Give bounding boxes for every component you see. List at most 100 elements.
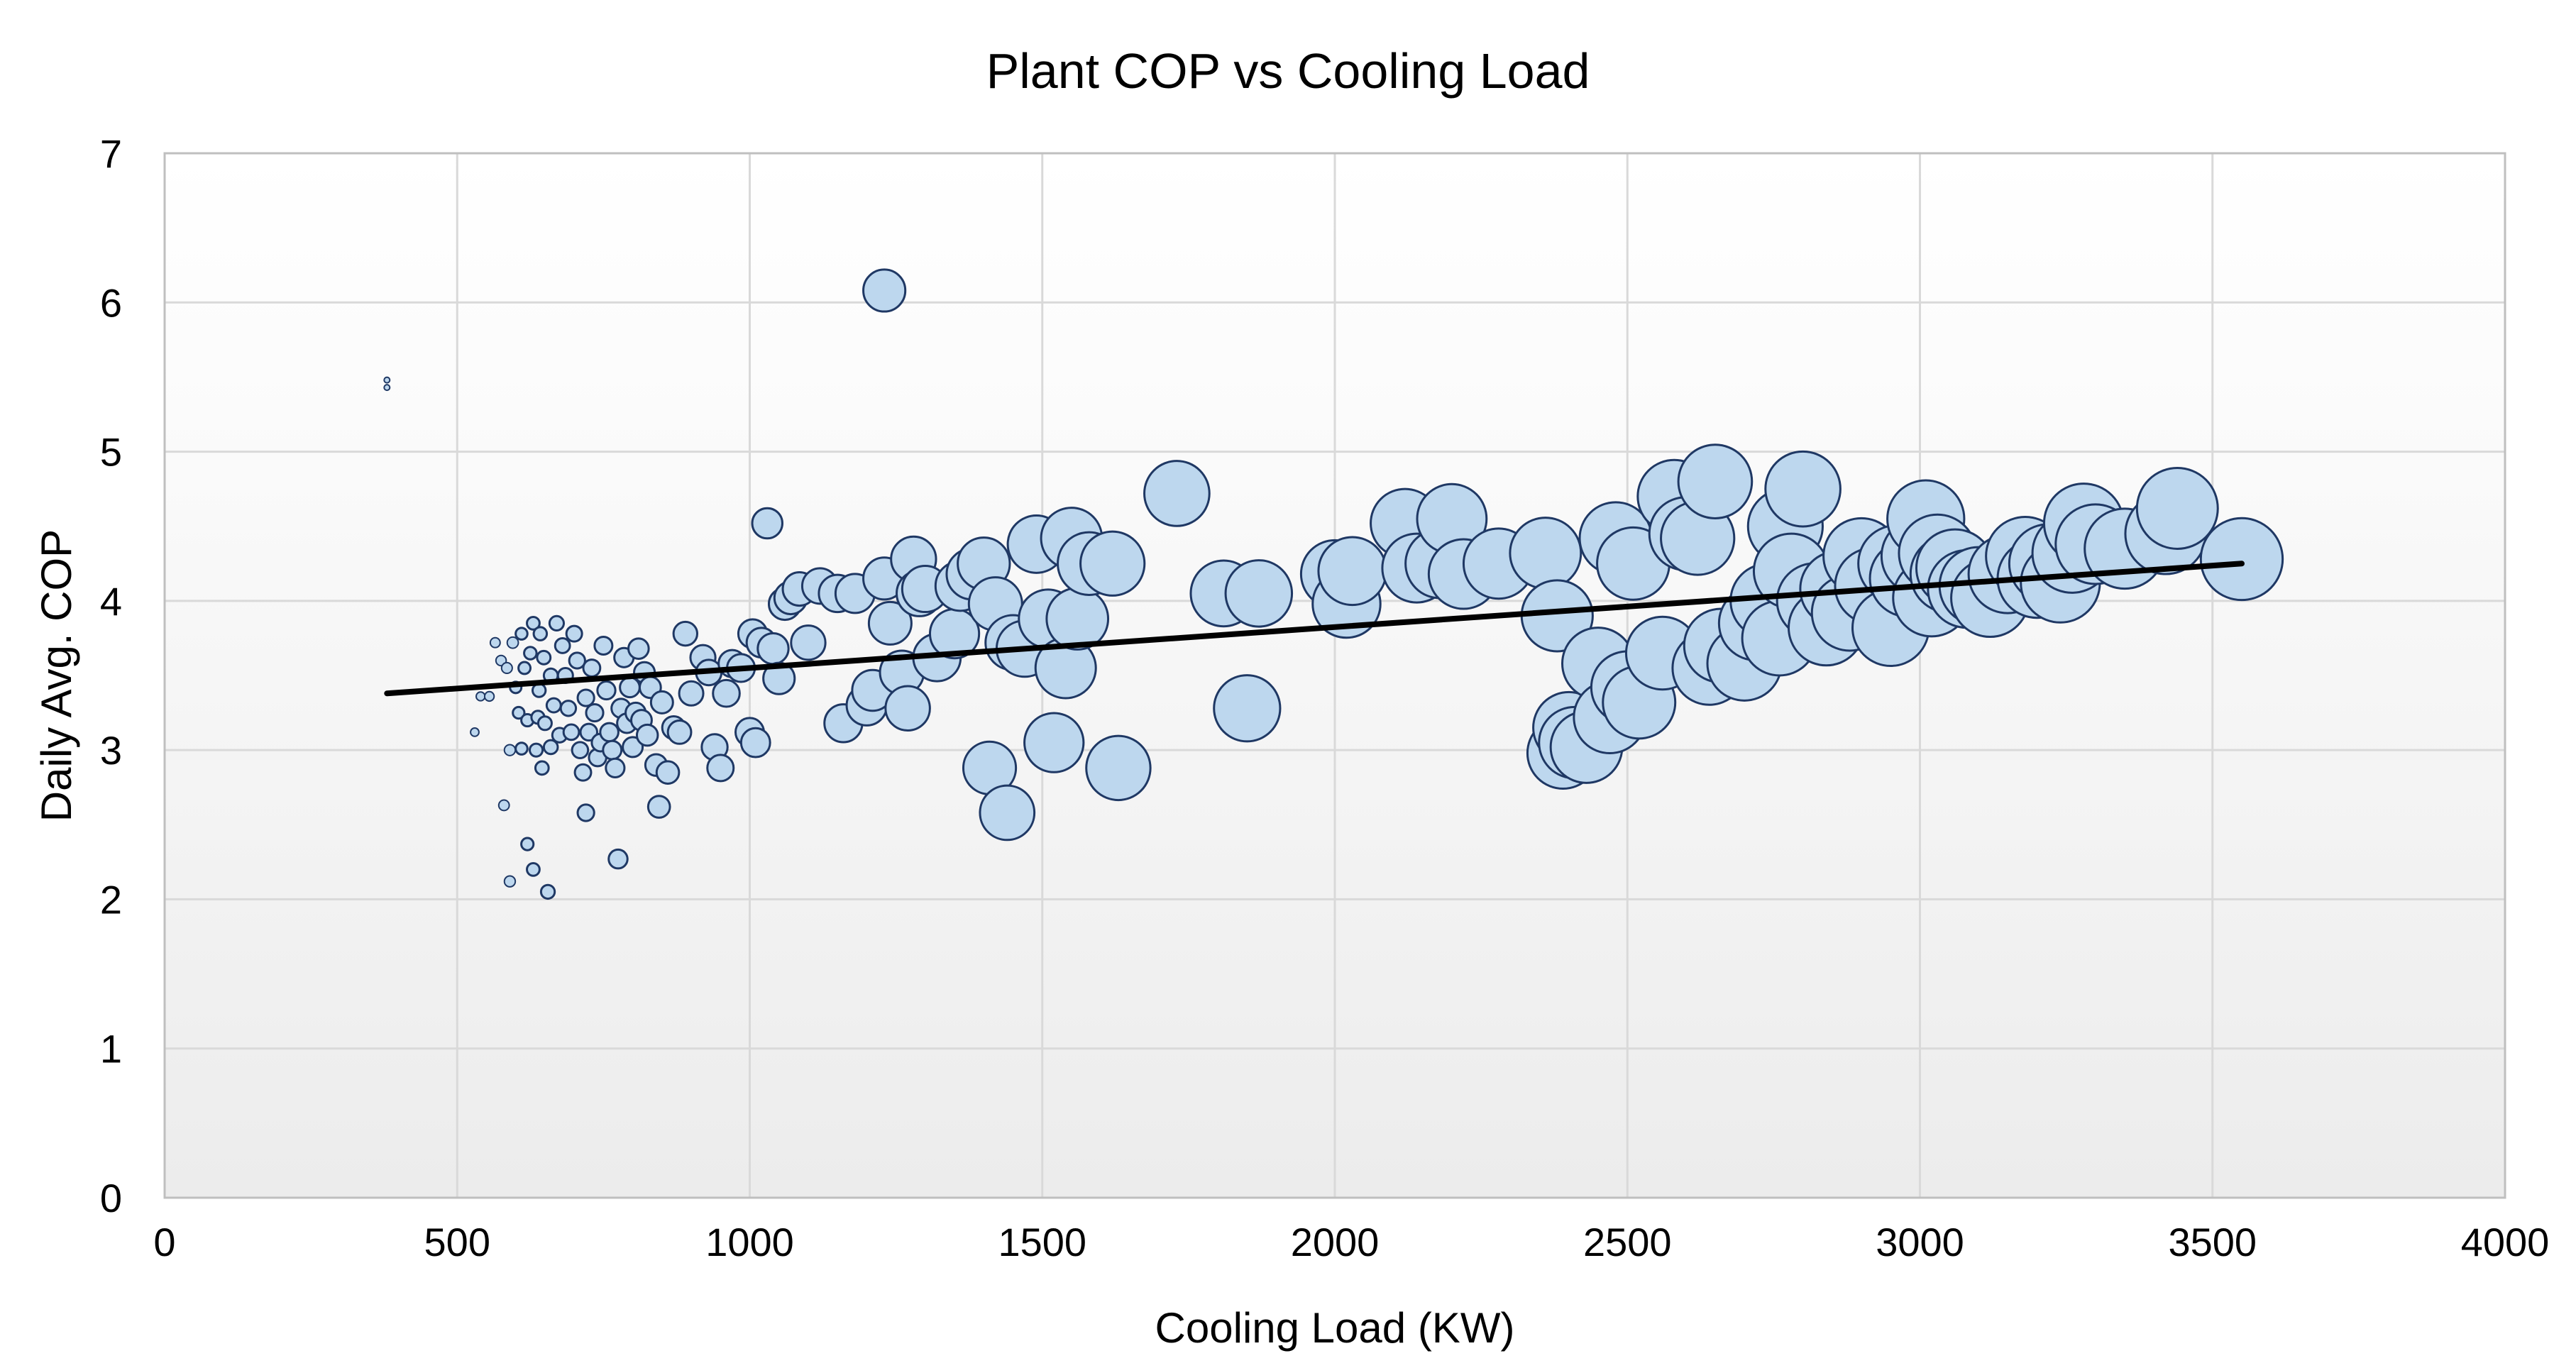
data-bubble [500,661,513,675]
data-bubble [635,723,659,747]
x-tick-label: 2000 [1291,1220,1380,1264]
trendline-group [384,561,2245,697]
data-bubble [571,741,590,759]
data-bubble [517,661,532,675]
x-tick-label: 500 [424,1220,490,1264]
data-bubble [576,803,595,822]
data-bubble [539,883,556,900]
data-bubble [497,799,510,812]
data-bubble [622,736,644,759]
data-bubble [503,875,517,888]
data-bubble [536,649,552,666]
data-bubble [605,757,626,778]
data-bubble [790,624,827,661]
data-bubble [523,646,538,661]
data-bubble [529,742,544,758]
data-bubble [506,636,519,649]
data-bubble [562,723,580,741]
data-bubble [475,691,486,702]
data-bubble [1045,587,1110,651]
x-tick-label: 4000 [2461,1220,2550,1264]
data-bubble [739,727,771,759]
data-bubble [712,678,741,708]
data-bubble [627,637,650,660]
data-bubble [1143,460,1211,527]
data-bubble [593,635,614,656]
data-bubble [568,651,586,670]
data-bubble [582,658,602,678]
data-bubble [1085,734,1152,802]
y-tick-label: 5 [100,430,122,475]
data-bubble [1079,530,1146,597]
data-bubble [602,739,623,761]
data-bubble [666,719,693,745]
data-bubble [1023,712,1085,773]
data-bubble [607,848,629,870]
data-bubble [576,688,595,707]
data-bubble [646,795,671,819]
data-bubble [383,376,391,384]
data-bubble [520,837,535,851]
data-bubble [862,268,907,313]
data-bubble [1677,443,1754,519]
y-tick-label: 6 [100,280,122,325]
data-bubble [489,636,501,649]
data-bubble [573,763,593,782]
x-tick-label: 1000 [705,1220,794,1264]
data-bubble [536,715,553,732]
data-bubble [649,690,674,715]
data-bubble [756,631,790,666]
data-bubble [532,626,549,641]
data-bubble [514,627,529,641]
data-bubble [545,697,562,714]
plot-border [163,152,2506,1199]
trendline [384,561,2245,697]
data-bubble [884,685,931,732]
x-tick-label: 0 [153,1220,175,1264]
data-bubble [655,760,681,785]
data-bubble [2199,517,2284,602]
bubbles [383,268,2284,900]
y-tick-label: 4 [100,579,122,624]
data-bubble [1509,517,1583,590]
x-tick-labels: 0 500 1000 1500 2000 2500 3000 3500 4000 [153,1220,2549,1264]
data-bubble [678,680,705,707]
data-bubble [503,744,517,756]
data-bubble [554,637,571,654]
x-tick-label: 2500 [1583,1220,1672,1264]
data-bubble [596,680,617,701]
data-bubble [512,705,526,720]
data-bubble [1213,674,1282,743]
data-bubble [979,784,1036,842]
data-bubble [1317,536,1388,607]
data-bubble [1224,559,1294,628]
x-tick-label: 3000 [1876,1220,1964,1264]
chart-title: Plant COP vs Cooling Load [986,43,1590,99]
data-bubble [706,754,735,783]
data-bubble [585,703,605,723]
data-bubble [751,507,783,540]
y-tick-label: 7 [100,131,122,176]
data-bubble [2135,467,2219,550]
data-bubble [559,700,578,717]
data-bubble [1764,450,1842,528]
data-bubble [672,620,699,647]
data-bubble [542,739,559,756]
data-bubble [867,600,913,646]
data-bubble [470,727,480,737]
data-bubble [548,614,566,632]
y-tick-label: 1 [100,1027,122,1071]
x-tick-label: 1500 [998,1220,1086,1264]
data-bubble [526,616,541,631]
y-tick-label: 3 [100,728,122,773]
data-bubble [762,661,796,695]
data-bubble [565,624,583,643]
data-bubble [599,722,620,743]
y-tick-label: 0 [100,1176,122,1220]
x-tick-label: 3500 [2168,1220,2257,1264]
x-axis-title: Cooling Load (KW) [1155,1304,1515,1352]
y-axis-title: Daily Avg. COP [33,529,80,822]
data-bubble [383,384,391,392]
y-tick-label: 2 [100,877,122,922]
